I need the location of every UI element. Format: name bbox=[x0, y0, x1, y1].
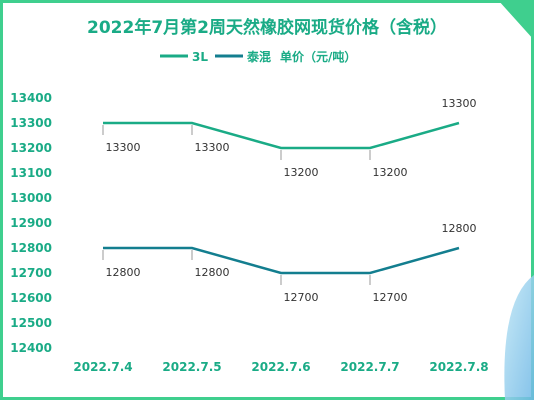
data-label: 12700 bbox=[373, 291, 408, 304]
data-label: 13300 bbox=[442, 97, 477, 110]
legend: 3L 泰混 单价（元/吨） bbox=[160, 49, 356, 64]
data-label: 12800 bbox=[195, 266, 230, 279]
data-label: 13200 bbox=[373, 166, 408, 179]
y-tick-label: 12900 bbox=[10, 216, 52, 230]
corner-decoration-bottom-right bbox=[504, 275, 534, 400]
y-tick-label: 12500 bbox=[10, 316, 52, 330]
data-label: 12800 bbox=[106, 266, 141, 279]
legend-unit: 单价（元/吨） bbox=[280, 49, 356, 64]
x-tick-label: 2022.7.6 bbox=[251, 360, 310, 374]
y-tick-label: 12700 bbox=[10, 266, 52, 280]
data-label: 12700 bbox=[284, 291, 319, 304]
y-tick-label: 13400 bbox=[10, 91, 52, 105]
y-tick-label: 13100 bbox=[10, 166, 52, 180]
y-tick-label: 13000 bbox=[10, 191, 52, 205]
legend-label-3l: 3L bbox=[192, 50, 208, 64]
x-tick-label: 2022.7.5 bbox=[162, 360, 221, 374]
x-tick-label: 2022.7.8 bbox=[429, 360, 488, 374]
corner-decoration-top-right bbox=[498, 0, 534, 40]
y-tick-label: 12600 bbox=[10, 291, 52, 305]
data-label: 13300 bbox=[106, 141, 141, 154]
y-tick-label: 13200 bbox=[10, 141, 52, 155]
data-label: 13200 bbox=[284, 166, 319, 179]
x-axis: 2022.7.4 2022.7.5 2022.7.6 2022.7.7 2022.7.8 bbox=[73, 360, 488, 374]
data-label: 13300 bbox=[195, 141, 230, 154]
series-layer: 13300 13300 13200 13200 13300 12800 12800 12700… bbox=[102, 97, 477, 304]
legend-label-thai-mix: 泰混 bbox=[246, 49, 271, 64]
y-tick-label: 13300 bbox=[10, 116, 52, 130]
y-tick-label: 12400 bbox=[10, 341, 52, 355]
x-tick-label: 2022.7.4 bbox=[73, 360, 132, 374]
y-axis: 12400 12500 12600 12700 12800 12900 13000 13100… bbox=[10, 91, 52, 355]
series-line-1 bbox=[103, 246, 460, 275]
data-label: 12800 bbox=[442, 222, 477, 235]
chart-title: 2022年7月第2周天然橡胶网现货价格（含税） bbox=[87, 17, 447, 38]
series-line-0 bbox=[103, 121, 460, 150]
y-tick-label: 12800 bbox=[10, 241, 52, 255]
x-tick-label: 2022.7.7 bbox=[340, 360, 399, 374]
